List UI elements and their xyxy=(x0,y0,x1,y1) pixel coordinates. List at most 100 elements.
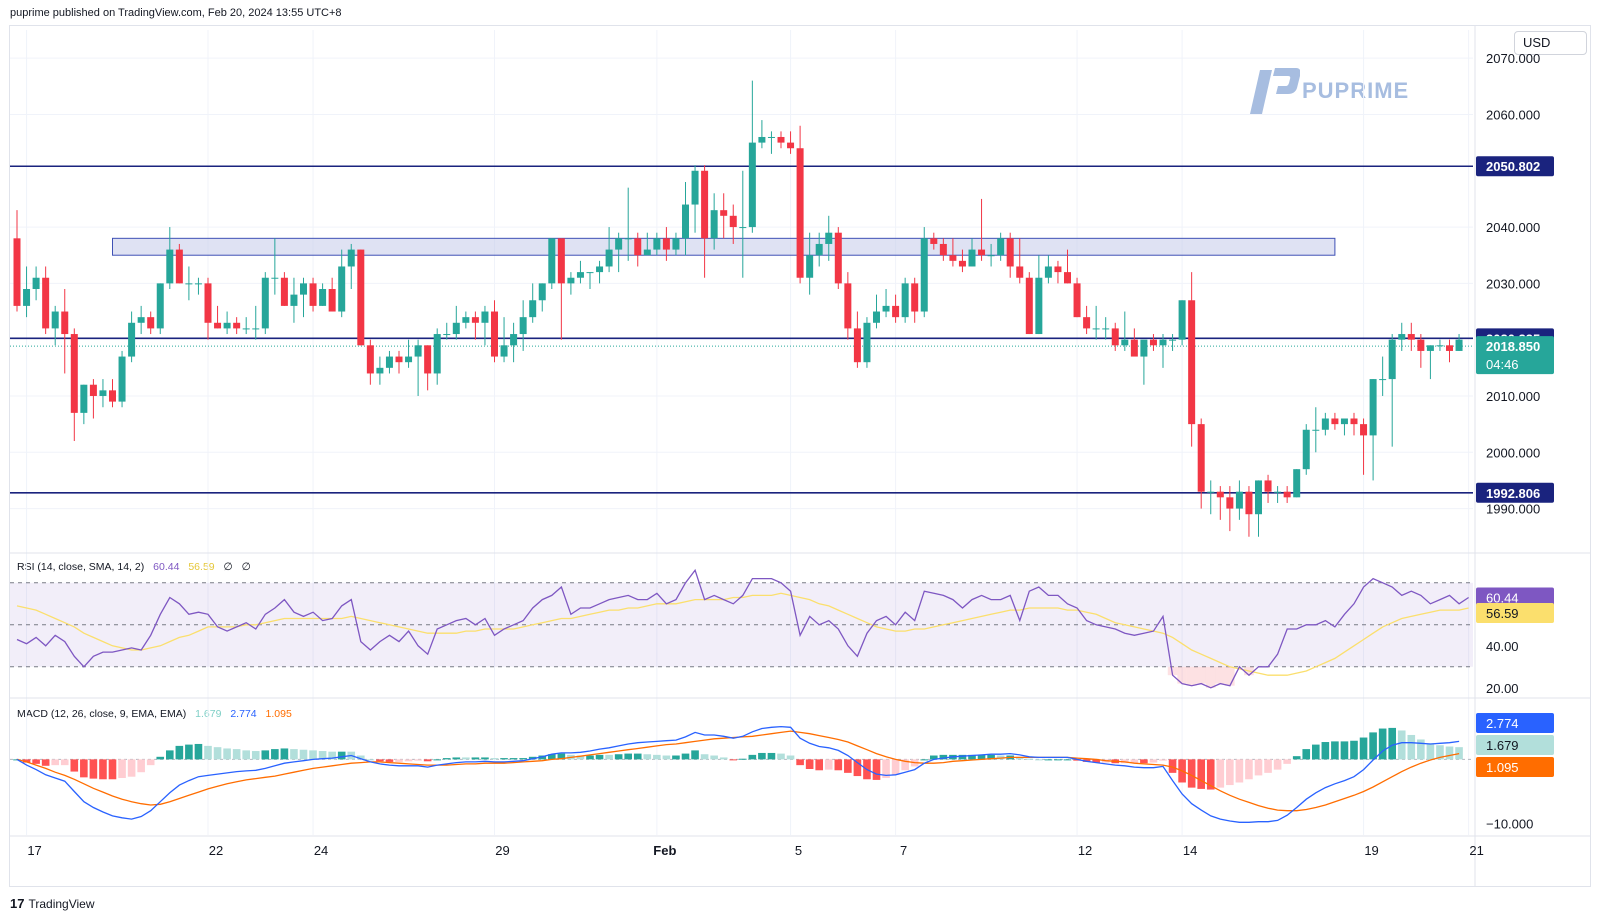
candle-up xyxy=(500,345,508,357)
macd-histogram-bar xyxy=(767,752,776,760)
rsi-value-tag xyxy=(1476,587,1554,608)
candle-up xyxy=(1035,277,1043,335)
macd-histogram-bar xyxy=(1063,759,1072,761)
macd-histogram-bar xyxy=(509,758,518,760)
candle-up xyxy=(51,311,59,329)
candle-up xyxy=(1178,300,1186,340)
candle-down xyxy=(395,356,403,363)
macd-histogram-bar xyxy=(70,759,79,772)
macd-histogram-bar xyxy=(968,754,976,760)
macd-histogram-bar xyxy=(1273,759,1282,770)
candle-up xyxy=(1159,339,1167,346)
candle-up xyxy=(405,356,413,363)
candle-up xyxy=(825,232,833,244)
rsi-ma-value-tag-label: 56.59 xyxy=(1486,606,1519,621)
candle-up xyxy=(510,334,518,346)
macd-histogram-bar xyxy=(490,758,499,760)
candle-down xyxy=(1054,266,1062,273)
macd-histogram-bar xyxy=(366,759,375,761)
macd-histogram-bar xyxy=(586,755,594,760)
candle-up xyxy=(567,277,575,284)
candle-down xyxy=(89,384,97,396)
candle-up xyxy=(156,283,164,329)
candle-up xyxy=(128,322,136,357)
macd-histogram-bar xyxy=(242,750,250,760)
macd-histogram-bar xyxy=(1235,759,1244,783)
rsi-ma-value-tag xyxy=(1476,603,1554,623)
macd-histogram-bar xyxy=(834,759,843,771)
macd-histogram-bar xyxy=(1216,759,1225,788)
candle-down xyxy=(357,249,365,346)
candle-down xyxy=(424,345,432,374)
macd-line-tag-label: 2.774 xyxy=(1486,716,1519,731)
price-axis-label: 2070.000 xyxy=(1486,51,1540,66)
candle-down xyxy=(70,334,78,413)
candle-up xyxy=(347,249,355,267)
candle-up xyxy=(118,356,126,402)
candle-up xyxy=(739,227,747,229)
candle-up xyxy=(80,384,88,413)
macd-histogram-bar xyxy=(1015,756,1024,760)
macd-histogram-bar xyxy=(309,750,317,760)
candle-up xyxy=(920,238,928,312)
candle-down xyxy=(42,277,50,329)
candle-up xyxy=(615,238,623,250)
macd-histogram-bar xyxy=(156,756,165,760)
candle-down xyxy=(1025,277,1033,335)
macd-histogram-bar xyxy=(223,748,231,760)
macd-histogram-bar xyxy=(595,754,604,760)
macd-histogram-bar xyxy=(805,759,814,769)
macd-histogram-bar xyxy=(60,759,69,766)
macd-histogram-bar xyxy=(500,758,508,760)
candle-down xyxy=(787,142,795,149)
candle-up xyxy=(1302,429,1310,470)
time-axis-label: 21 xyxy=(1469,843,1483,858)
footer: 17 TradingView xyxy=(10,896,95,911)
macd-histogram-bar xyxy=(1426,743,1435,760)
macd-histogram-bar xyxy=(1350,740,1358,760)
macd-histogram-bar xyxy=(108,759,117,780)
macd-histogram-bar xyxy=(1417,739,1425,760)
macd-histogram-bar xyxy=(824,759,833,770)
candle-down xyxy=(796,148,804,278)
macd-histogram-bar xyxy=(175,745,184,760)
macd-line-value: 2.774 xyxy=(230,708,257,720)
candle-down xyxy=(729,215,737,228)
macd-histogram-bar xyxy=(1044,759,1053,761)
macd-histogram-bar xyxy=(901,759,909,771)
macd-hist-tag-label: 1.679 xyxy=(1486,738,1519,753)
macd-histogram-bar xyxy=(977,754,986,760)
macd-histogram-bar xyxy=(1369,732,1377,760)
candle-up xyxy=(901,283,909,318)
rsi-oversold-fill xyxy=(1177,666,1187,684)
macd-histogram-bar xyxy=(1025,758,1034,760)
time-axis-label: 5 xyxy=(795,843,802,858)
macd-histogram-bar xyxy=(1149,759,1158,763)
macd-histogram-bar xyxy=(1302,749,1311,760)
macd-histogram-bar xyxy=(576,755,585,760)
macd-histogram-bar xyxy=(996,755,1005,760)
macd-histogram-bar xyxy=(452,757,461,760)
candle-up xyxy=(1321,418,1329,430)
resistance-zone xyxy=(112,237,1336,256)
macd-histogram-bar xyxy=(1206,759,1215,790)
candle-up xyxy=(538,283,546,301)
price-axis-label: 2000.000 xyxy=(1486,445,1540,460)
candle-up xyxy=(1207,491,1215,493)
rsi-axis-label: 20.00 xyxy=(1486,681,1519,696)
candle-up xyxy=(1398,334,1406,340)
macd-histogram-bar xyxy=(1054,759,1062,761)
candle-down xyxy=(958,260,966,267)
candle-up xyxy=(1312,429,1320,431)
candle-down xyxy=(777,136,785,143)
time-axis-label: 14 xyxy=(1183,843,1197,858)
candle-down xyxy=(309,283,317,306)
macd-histogram-bar xyxy=(251,751,260,760)
currency-selector[interactable]: USD xyxy=(1514,31,1587,55)
macd-histogram-bar xyxy=(395,759,403,762)
rsi-line xyxy=(16,568,1469,689)
macd-histogram-bar xyxy=(213,747,222,760)
candle-down xyxy=(844,283,852,329)
macd-histogram-bar xyxy=(385,759,394,762)
